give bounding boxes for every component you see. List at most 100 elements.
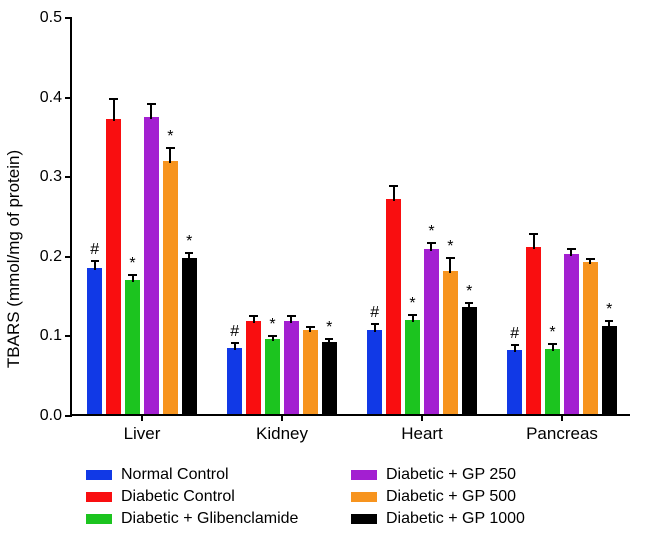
bar [443, 271, 458, 414]
error-cap [147, 103, 155, 105]
significance-marker: * [466, 284, 472, 300]
legend-label: Diabetic + GP 250 [386, 466, 516, 484]
y-tick-label: 0.2 [40, 248, 72, 266]
y-axis-label: TBARS (mmol/mg of protein) [4, 150, 24, 368]
error-cap [465, 302, 473, 304]
significance-marker: # [370, 305, 379, 321]
bar [227, 348, 242, 414]
bar [405, 320, 420, 414]
legend-swatch [86, 492, 112, 502]
legend-item: Normal Control [86, 466, 321, 484]
y-tick-label: 0.0 [40, 407, 72, 425]
significance-marker: * [447, 239, 453, 255]
error-cap [185, 252, 193, 254]
y-tick-label: 0.3 [40, 168, 72, 186]
x-tick-label: Liver [124, 414, 161, 444]
legend-item: Diabetic + Glibenclamide [86, 510, 321, 528]
error-bar [169, 147, 171, 163]
error-cap [586, 258, 594, 260]
legend-item: Diabetic Control [86, 488, 321, 506]
legend-label: Diabetic + Glibenclamide [121, 510, 298, 528]
bar [322, 342, 337, 414]
plot-area: 0.00.10.20.30.40.5Liver#***Kidney#**Hear… [70, 18, 630, 416]
y-tick-label: 0.4 [40, 89, 72, 107]
y-tick-label: 0.5 [40, 9, 72, 27]
error-cap [287, 315, 295, 317]
error-cap [128, 274, 136, 276]
legend-swatch [86, 514, 112, 524]
error-cap [389, 185, 397, 187]
significance-marker: # [510, 326, 519, 342]
bar [182, 258, 197, 414]
bar [87, 268, 102, 414]
legend-swatch [86, 470, 112, 480]
bar [424, 249, 439, 414]
error-cap [306, 326, 314, 328]
bar [163, 161, 178, 414]
legend-swatch [351, 470, 377, 480]
error-bar [393, 185, 395, 201]
error-cap [325, 338, 333, 340]
legend: Normal Control Diabetic + GP 250 Diabetic … [86, 466, 586, 528]
legend-item: Diabetic + GP 1000 [351, 510, 586, 528]
legend-label: Diabetic + GP 500 [386, 488, 516, 506]
error-bar [150, 103, 152, 119]
error-cap [249, 315, 257, 317]
bar [564, 254, 579, 414]
significance-marker: * [606, 302, 612, 318]
legend-label: Diabetic + GP 1000 [386, 510, 525, 528]
error-cap [231, 342, 239, 344]
bar [265, 339, 280, 414]
error-bar [449, 257, 451, 273]
significance-marker: * [167, 129, 173, 145]
x-tick-label: Pancreas [526, 414, 598, 444]
error-cap [166, 147, 174, 149]
error-cap [268, 335, 276, 337]
significance-marker: * [269, 317, 275, 333]
error-cap [427, 242, 435, 244]
legend-label: Diabetic Control [121, 488, 235, 506]
bar [526, 247, 541, 414]
error-cap [408, 314, 416, 316]
error-cap [529, 233, 537, 235]
error-cap [371, 323, 379, 325]
legend-item: Diabetic + GP 500 [351, 488, 586, 506]
bar [545, 349, 560, 414]
bar [507, 350, 522, 414]
significance-marker: * [409, 296, 415, 312]
bar [367, 330, 382, 414]
error-cap [567, 248, 575, 250]
legend-label: Normal Control [121, 466, 229, 484]
legend-swatch [351, 514, 377, 524]
bar [106, 119, 121, 414]
error-cap [548, 343, 556, 345]
error-bar [113, 98, 115, 122]
bar [462, 307, 477, 414]
significance-marker: * [326, 320, 332, 336]
legend-swatch [351, 492, 377, 502]
bar [303, 330, 318, 414]
error-cap [91, 260, 99, 262]
error-cap [109, 98, 117, 100]
error-bar [533, 233, 535, 249]
significance-marker: # [90, 242, 99, 258]
significance-marker: * [186, 234, 192, 250]
y-tick-label: 0.1 [40, 327, 72, 345]
bar [386, 199, 401, 414]
significance-marker: # [230, 324, 239, 340]
bar [125, 280, 140, 414]
bar [284, 321, 299, 414]
error-cap [446, 257, 454, 259]
error-cap [511, 344, 519, 346]
bar [144, 117, 159, 414]
significance-marker: * [428, 224, 434, 240]
bar [583, 262, 598, 414]
significance-marker: * [549, 325, 555, 341]
significance-marker: * [129, 256, 135, 272]
error-cap [605, 320, 613, 322]
legend-item: Diabetic + GP 250 [351, 466, 586, 484]
x-tick-label: Heart [401, 414, 443, 444]
bar [246, 321, 261, 414]
bar [602, 326, 617, 414]
x-tick-label: Kidney [256, 414, 308, 444]
